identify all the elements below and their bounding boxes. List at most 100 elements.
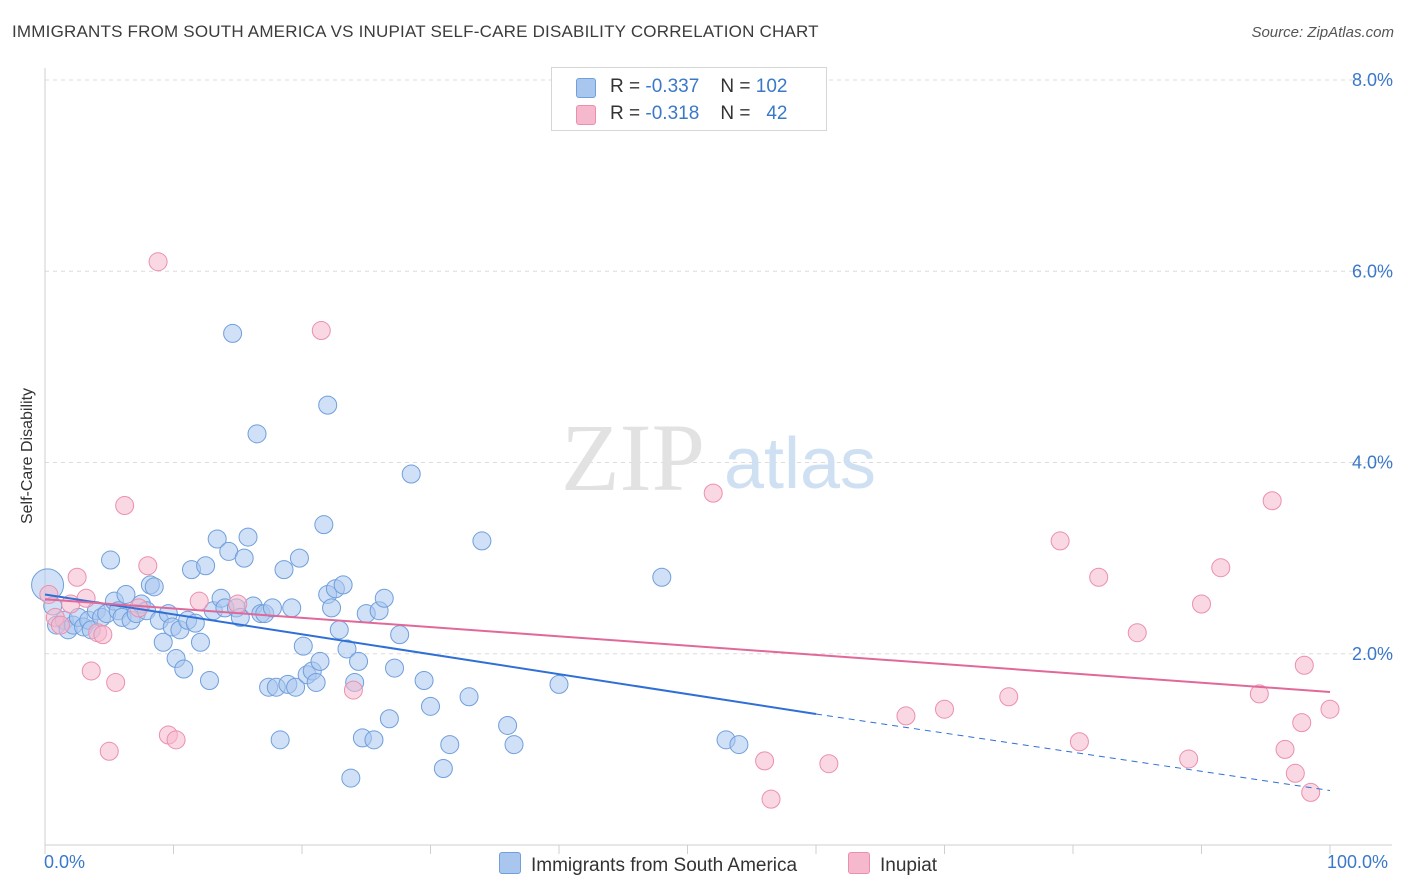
point-pink [228,594,248,614]
point-pink [1211,558,1231,578]
point-blue [364,730,384,750]
trend-line-pink [44,598,1331,693]
point-blue [223,323,243,343]
point-blue [234,548,254,568]
bottom-legend-pink: Inupiat [848,852,937,877]
point-blue [274,560,294,580]
point-pink [93,625,113,645]
point-blue [504,735,524,755]
point-pink [1069,732,1089,752]
point-blue [498,715,518,735]
point-blue [440,735,460,755]
y-tick-labels: 2.0% 4.0% 6.0% 8.0% [1352,70,1393,664]
y-tick-label: 8.0% [1352,70,1393,90]
legend-n-label: N = [720,103,751,124]
point-blue [433,759,453,778]
point-blue [329,620,349,640]
point-pink [1179,749,1199,769]
bottom-legend-blue: Immigrants from South America [499,852,797,877]
legend-n-value-pink: 42 [766,103,788,124]
point-pink [81,661,101,681]
bottom-legend-swatch-pink [848,852,870,874]
point-pink [166,730,186,750]
point-blue [314,515,334,535]
x-tick-label-min: 0.0% [44,852,86,872]
point-blue [310,651,330,671]
point-pink [1285,763,1305,783]
point-blue [374,588,394,608]
grid-lines [45,79,1392,655]
trend-line-blue [44,593,817,715]
legend-text-pink: R = -0.318 N = 42 [610,103,787,125]
bottom-legend-label-blue: Immigrants from South America [531,855,798,876]
point-blue [401,464,421,484]
point-pink [1292,713,1312,733]
point-blue [379,709,399,729]
point-blue [262,598,282,618]
point-blue [318,395,338,415]
legend-swatch-blue [576,78,596,98]
point-pink [76,588,96,608]
watermark-zip: ZIP [561,404,705,511]
point-pink [148,252,168,272]
series-blue-points [31,323,749,788]
point-blue [270,730,290,750]
point-blue [341,768,361,788]
point-pink [1275,739,1295,759]
x-tick-label-max: 100.0% [1327,852,1389,872]
chart-title: IMMIGRANTS FROM SOUTH AMERICA VS INUPIAT… [12,22,819,41]
legend-r-value-blue: -0.337 [645,76,700,97]
point-blue [322,598,342,618]
trend-lines [44,593,1331,791]
point-pink [761,789,781,809]
legend-r-value-pink: -0.318 [645,103,700,124]
y-tick-label: 4.0% [1352,453,1393,473]
point-pink [50,615,70,635]
point-pink [115,496,135,516]
point-blue [459,687,479,707]
watermark: ZIP atlas [561,404,876,511]
legend-n-label: N = [720,76,751,97]
y-tick-label: 6.0% [1352,261,1393,281]
point-blue [247,424,267,444]
legend-swatch-pink [576,105,596,125]
point-pink [1089,567,1109,587]
point-blue [333,575,353,595]
axes [44,68,1392,854]
point-blue [196,556,216,576]
point-blue [472,531,492,551]
point-blue [306,672,326,692]
point-blue [337,639,357,659]
point-blue [729,735,749,755]
point-pink [138,556,158,576]
point-blue [199,671,219,691]
trend-line-blue-extension [815,713,1331,791]
point-pink [99,741,119,761]
point-pink [106,672,126,692]
point-blue [421,696,440,716]
point-pink [935,699,954,719]
point-pink [311,321,331,341]
point-blue [101,550,121,570]
legend-r-label: R = [610,76,641,97]
point-pink [1320,699,1340,719]
point-blue [414,671,434,691]
point-pink [1127,623,1147,643]
point-blue [282,598,302,618]
point-pink [1249,684,1269,704]
point-pink [1050,531,1070,551]
point-blue [174,659,194,679]
source-label: Source: ZipAtlas.com [1251,24,1394,41]
bottom-legend-swatch-blue [499,852,521,874]
point-pink [1294,655,1314,675]
point-blue [549,674,569,694]
point-blue [116,584,136,604]
correlation-legend: R = -0.337 N = 102 R = -0.318 N = 42 [551,67,827,131]
point-pink [343,680,363,700]
watermark-atlas: atlas [724,424,876,504]
point-blue [238,527,258,547]
point-pink [1301,782,1321,802]
point-blue [652,567,672,587]
point-pink [755,751,775,771]
point-blue [190,632,210,652]
